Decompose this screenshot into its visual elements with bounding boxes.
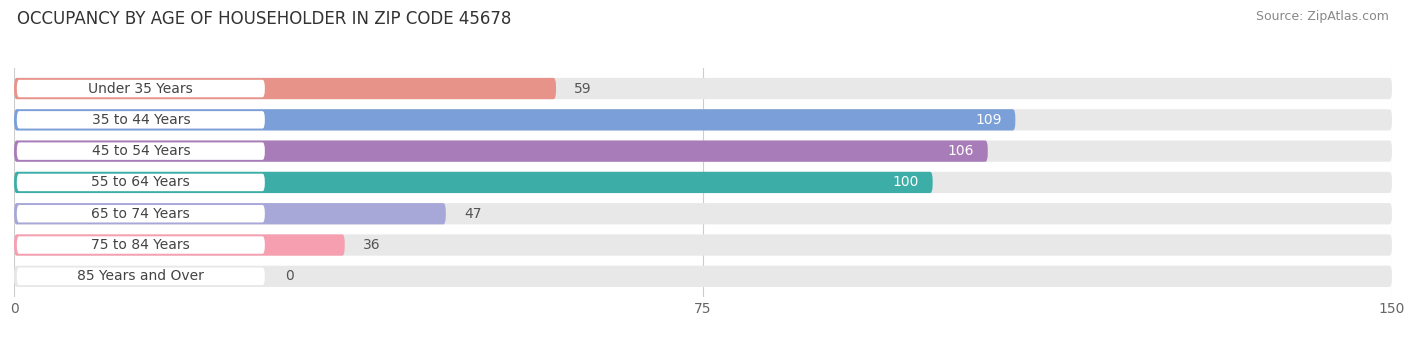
FancyBboxPatch shape xyxy=(14,203,446,224)
FancyBboxPatch shape xyxy=(14,78,1392,99)
FancyBboxPatch shape xyxy=(14,140,1392,162)
Text: Under 35 Years: Under 35 Years xyxy=(89,81,193,95)
Text: 59: 59 xyxy=(575,81,592,95)
Text: Source: ZipAtlas.com: Source: ZipAtlas.com xyxy=(1256,10,1389,23)
FancyBboxPatch shape xyxy=(17,205,264,222)
Text: 36: 36 xyxy=(363,238,381,252)
FancyBboxPatch shape xyxy=(17,236,264,254)
FancyBboxPatch shape xyxy=(17,143,264,160)
Text: 0: 0 xyxy=(285,269,294,283)
Text: 65 to 74 Years: 65 to 74 Years xyxy=(91,207,190,221)
FancyBboxPatch shape xyxy=(17,80,264,97)
Text: 45 to 54 Years: 45 to 54 Years xyxy=(91,144,190,158)
FancyBboxPatch shape xyxy=(17,174,264,191)
Text: 100: 100 xyxy=(893,175,920,190)
FancyBboxPatch shape xyxy=(14,172,932,193)
FancyBboxPatch shape xyxy=(14,78,555,99)
Text: 47: 47 xyxy=(464,207,482,221)
FancyBboxPatch shape xyxy=(14,234,1392,256)
FancyBboxPatch shape xyxy=(14,266,1392,287)
FancyBboxPatch shape xyxy=(14,140,988,162)
Text: 85 Years and Over: 85 Years and Over xyxy=(77,269,204,283)
Text: 106: 106 xyxy=(948,144,974,158)
FancyBboxPatch shape xyxy=(14,203,1392,224)
Text: OCCUPANCY BY AGE OF HOUSEHOLDER IN ZIP CODE 45678: OCCUPANCY BY AGE OF HOUSEHOLDER IN ZIP C… xyxy=(17,10,512,28)
FancyBboxPatch shape xyxy=(14,234,344,256)
FancyBboxPatch shape xyxy=(17,111,264,129)
FancyBboxPatch shape xyxy=(14,109,1015,131)
Text: 35 to 44 Years: 35 to 44 Years xyxy=(91,113,190,127)
Text: 75 to 84 Years: 75 to 84 Years xyxy=(91,238,190,252)
FancyBboxPatch shape xyxy=(17,268,264,285)
FancyBboxPatch shape xyxy=(14,172,1392,193)
FancyBboxPatch shape xyxy=(14,109,1392,131)
Text: 55 to 64 Years: 55 to 64 Years xyxy=(91,175,190,190)
Text: 109: 109 xyxy=(974,113,1001,127)
